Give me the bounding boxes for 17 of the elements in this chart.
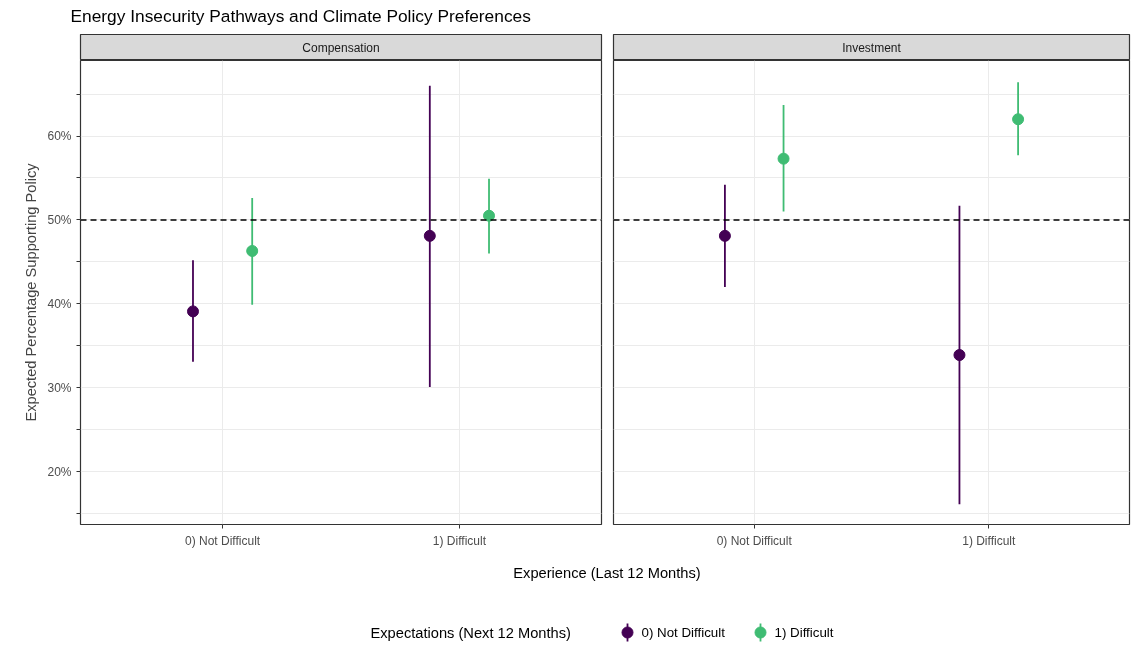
chart-title: Energy Insecurity Pathways and Climate Policy Preferences	[70, 6, 532, 26]
x-axis-title: Experience (Last 12 Months)	[513, 564, 701, 581]
y-tick-label: 60%	[47, 129, 72, 144]
x-tick-label: 0) Not Difficult	[716, 533, 793, 548]
y-tick-label: 20%	[47, 464, 72, 479]
legend-label: 0) Not Difficult	[641, 625, 726, 640]
legend-label: 1) Difficult	[774, 625, 834, 640]
y-tick-label: 30%	[47, 380, 72, 395]
y-axis-title: Expected Percentage Supporting Policy	[23, 162, 40, 422]
x-tick-label: 0) Not Difficult	[185, 533, 261, 548]
y-tick-label: 40%	[47, 296, 72, 311]
legend-title: Expectations (Next 12 Months)	[370, 624, 571, 641]
chart-subtitle: Compensation	[302, 40, 380, 55]
chart-subtitle: Investment	[842, 40, 902, 55]
x-tick-label: 1) Difficult	[962, 533, 1016, 548]
y-tick-label: 50%	[47, 212, 72, 227]
x-tick-label: 1) Difficult	[432, 533, 487, 548]
